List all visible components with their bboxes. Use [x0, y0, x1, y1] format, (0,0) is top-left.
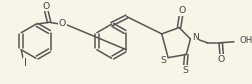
- Text: O: O: [43, 2, 50, 11]
- Text: I: I: [23, 58, 26, 68]
- Text: S: S: [182, 66, 188, 75]
- Text: OH: OH: [240, 36, 252, 45]
- Text: O: O: [59, 19, 66, 28]
- Text: O: O: [178, 6, 185, 15]
- Text: S: S: [161, 56, 166, 65]
- Text: N: N: [192, 34, 199, 43]
- Text: O: O: [217, 55, 224, 64]
